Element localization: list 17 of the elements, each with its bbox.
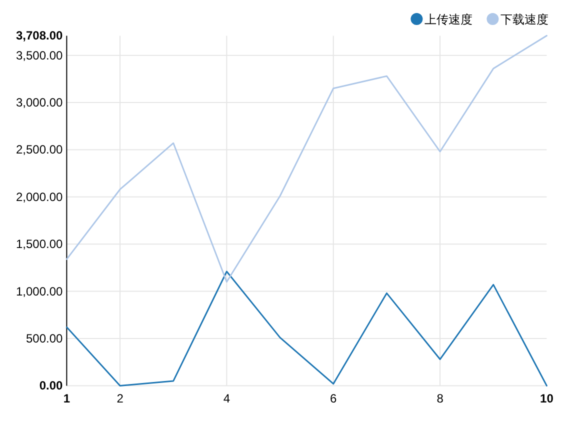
x-tick-label: 1 [63, 392, 70, 406]
y-tick-label: 3,708.00 [16, 28, 64, 43]
x-tick-label: 10 [540, 392, 554, 406]
y-tick-label: 2,500.00 [16, 142, 64, 157]
y-tick-label: 3,000.00 [16, 96, 64, 110]
x-tick-label: 4 [223, 392, 230, 406]
y-tick-label: 3,500.00 [16, 48, 64, 62]
legend-label: 下载速度 [500, 12, 549, 26]
y-tick-label: 500.00 [26, 332, 64, 346]
legend-label: 上传速度 [424, 12, 473, 26]
y-tick-label: 1,500.00 [16, 237, 64, 252]
y-tick-label: 2,000.00 [16, 190, 64, 204]
x-tick-label: 8 [436, 392, 444, 406]
x-tick-label: 2 [116, 392, 124, 406]
y-tick-label: 1,000.00 [16, 284, 64, 298]
y-tick-label: 0.00 [39, 378, 64, 393]
x-tick-label: 6 [330, 392, 338, 406]
